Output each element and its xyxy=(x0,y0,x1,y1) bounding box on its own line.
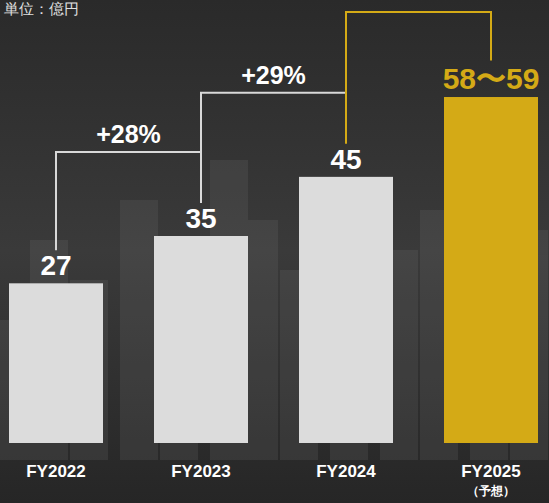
bar xyxy=(444,97,538,443)
bar xyxy=(299,177,393,443)
growth-bracket xyxy=(346,12,491,144)
bars xyxy=(9,97,538,443)
growth-annotation: +29% xyxy=(241,61,306,89)
growth-bracket xyxy=(201,93,346,203)
background xyxy=(0,0,549,503)
data-label: 27 xyxy=(40,250,71,281)
bar xyxy=(154,236,248,443)
data-label: 58〜59 xyxy=(443,62,540,95)
data-label: 45 xyxy=(330,144,361,175)
bar xyxy=(9,283,103,443)
subtitle: 単位：億円 xyxy=(4,0,79,17)
growth-bracket xyxy=(56,152,201,250)
category-label: FY2022 xyxy=(26,462,86,481)
category-label: FY2023 xyxy=(171,462,231,481)
category-label: FY2024 xyxy=(316,462,376,481)
category-label: FY2025（予想） xyxy=(461,462,521,498)
chart-svg: 単位：億円 27 35 45 58〜59 FY2022 FY2023 FY2024 FY2025… xyxy=(0,0,549,503)
growth-annotation: +28% xyxy=(96,120,161,148)
building xyxy=(120,200,158,460)
chart-root: 単位：億円 27 35 45 58〜59 FY2022 FY2023 FY2024 FY2025… xyxy=(0,0,549,503)
data-label: 35 xyxy=(185,203,216,234)
